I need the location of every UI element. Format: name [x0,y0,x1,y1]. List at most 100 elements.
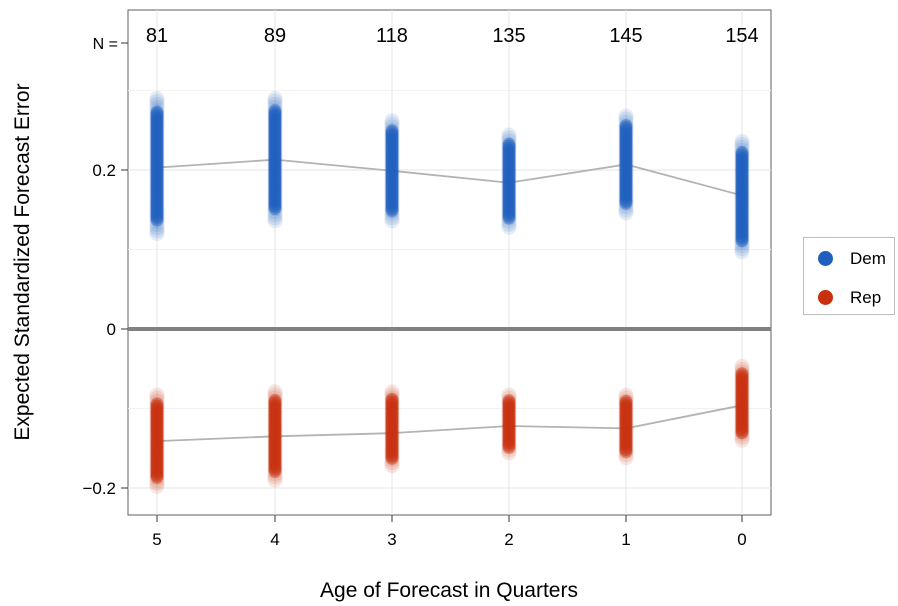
data-point [618,396,634,412]
data-point [150,415,164,429]
data-point [502,430,516,444]
data-point [734,418,750,434]
data-point [735,198,749,212]
data-point [268,394,282,408]
data-point [150,113,164,127]
data-point [502,183,516,197]
data-point [150,205,164,219]
data-point [501,127,517,143]
data-point [502,426,516,440]
data-point [384,393,400,409]
data-point [150,125,164,139]
data-point [384,407,400,423]
data-point [501,445,517,461]
data-point [149,175,165,191]
point-column-dem [618,108,634,221]
data-point [267,99,283,115]
data-point [150,147,164,161]
data-point [149,169,165,185]
data-point [619,434,633,448]
data-point [385,392,399,406]
data-point [619,164,633,178]
data-point [385,158,399,172]
data-point [267,423,283,439]
data-point [735,147,749,161]
data-point [150,452,164,466]
data-point [735,218,749,232]
data-point [735,159,749,173]
data-point [735,394,749,408]
data-point [268,448,282,462]
data-point [385,146,399,160]
data-point [501,399,517,415]
data-point [502,191,516,205]
data-point [149,472,165,488]
data-point [384,176,400,192]
data-point [619,422,633,436]
point-column-dem [384,113,400,229]
data-point [150,189,164,203]
data-point [734,175,750,191]
data-point [150,460,164,474]
data-point [385,152,399,166]
data-point [267,126,283,142]
data-point [149,211,165,227]
data-point [501,414,517,430]
data-point [735,228,749,242]
data-point [385,148,399,162]
data-point [385,136,399,150]
data-point [267,390,283,406]
data-point [385,138,399,152]
data-point [149,157,165,173]
data-point [502,155,516,169]
data-point [268,132,282,146]
data-point [618,181,634,197]
data-point [267,439,283,455]
data-point [385,398,399,412]
data-point [619,139,633,153]
data-point [384,164,400,180]
data-point [150,201,164,215]
data-point [150,139,164,153]
data-point [385,420,399,434]
data-point [149,433,165,449]
data-point [618,138,634,154]
data-point [735,155,749,169]
data-point [150,181,164,195]
data-point [735,153,749,167]
data-point [384,387,400,403]
data-point [734,139,750,155]
data-point [734,406,750,422]
data-point [501,184,517,200]
data-point [149,172,165,188]
data-point [150,197,164,211]
data-point [268,136,282,150]
data-point [149,466,165,482]
data-point [618,405,634,421]
data-point [618,420,634,436]
data-point [618,132,634,148]
data-point [384,143,400,159]
data-point [267,108,283,124]
data-point [385,160,399,174]
data-point [268,446,282,460]
data-point [268,110,282,124]
data-point [501,133,517,149]
data-point [619,125,633,139]
data-point [268,188,282,202]
data-point [735,182,749,196]
y-tick-label: 0.2 [92,161,116,180]
data-point [735,392,749,406]
data-point [618,399,634,415]
data-point [734,358,750,374]
data-point [149,442,165,458]
data-point [267,396,283,412]
data-point [267,129,283,145]
data-point [502,410,516,424]
data-point [150,441,164,455]
data-point [502,153,516,167]
data-point [735,367,749,381]
data-point [734,145,750,161]
data-point [150,405,164,419]
data-point [149,469,165,485]
